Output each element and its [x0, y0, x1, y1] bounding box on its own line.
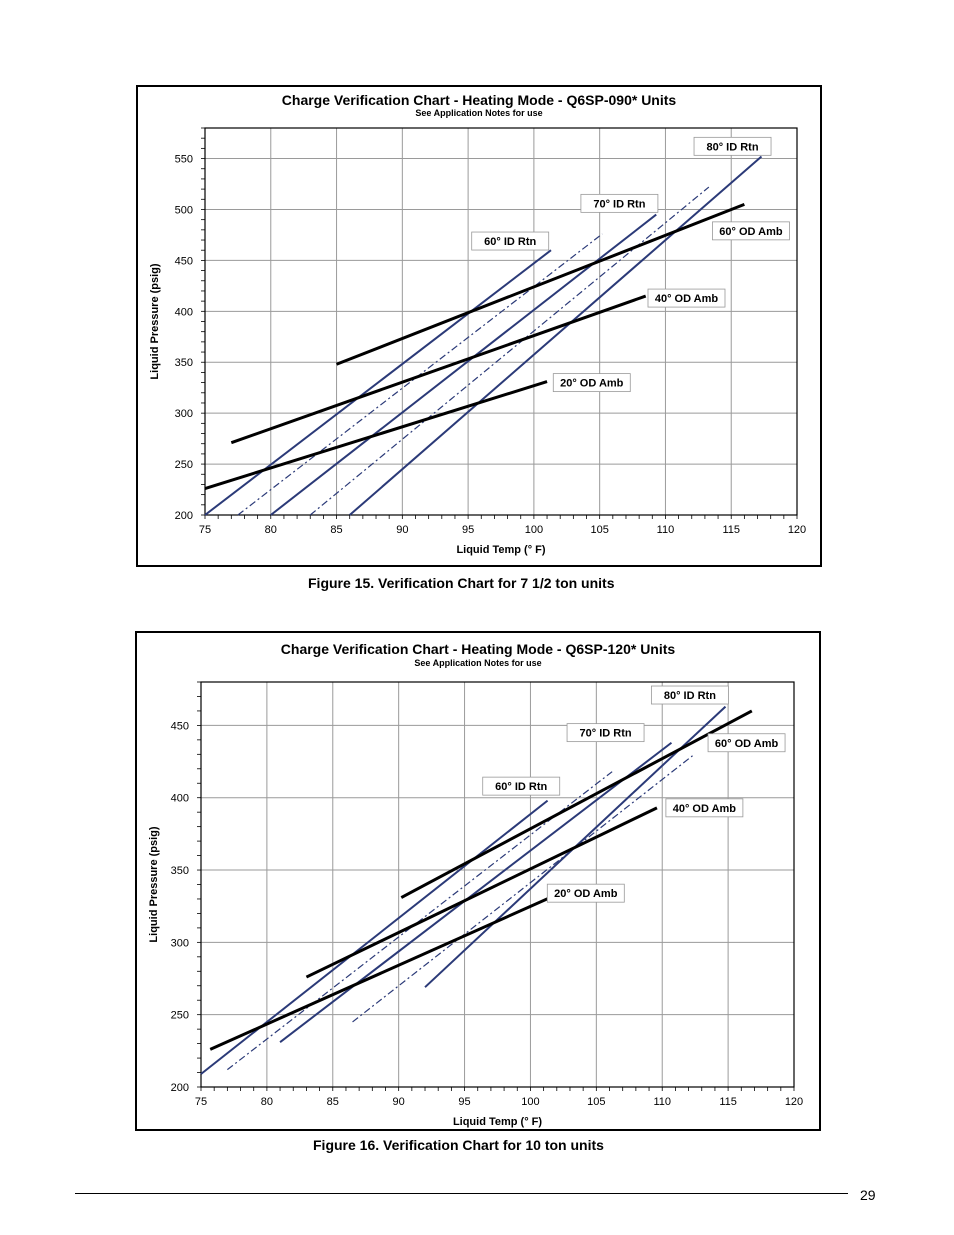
label-box-80-id-rtn	[650, 685, 729, 705]
y-tick-label: 200	[175, 510, 193, 522]
y-tick-label: 400	[171, 793, 189, 805]
y-tick-label: 200	[171, 1082, 189, 1094]
series-label-40-od-amb: 40° OD Amb	[673, 803, 737, 815]
y-tick-label: 250	[175, 459, 193, 471]
series-line-60-od-amb	[400, 709, 753, 899]
series-line-80-id-rtn	[349, 155, 763, 516]
x-tick-label: 85	[330, 524, 342, 536]
x-tick-label: 90	[393, 1096, 405, 1108]
y-tick-label: 450	[171, 720, 189, 732]
series-line-70-id-rtn	[279, 741, 673, 1043]
chart-subtitle: See Application Notes for use	[414, 658, 542, 668]
series-label-60-id-rtn: 60° ID Rtn	[495, 781, 547, 793]
x-axis-label: Liquid Temp (° F)	[453, 1116, 542, 1128]
series-line-20-od-amb	[209, 893, 558, 1051]
plot-area-border	[204, 127, 798, 516]
label-box-60-od-amb	[707, 733, 786, 753]
label-box-20-od-amb	[546, 883, 625, 903]
x-axis-label: Liquid Temp (° F)	[456, 544, 545, 556]
y-tick-label: 300	[175, 408, 193, 420]
series-line-60-od-amb	[336, 202, 745, 366]
series-label-70-id-rtn: 70° ID Rtn	[580, 728, 632, 740]
x-tick-label: 80	[261, 1096, 273, 1108]
x-tick-label: 115	[722, 524, 740, 536]
series-label-70-id-rtn: 70° ID Rtn	[593, 198, 645, 210]
label-box-60-id-rtn	[471, 231, 550, 251]
x-tick-label: 85	[327, 1096, 339, 1108]
y-tick-label: 350	[175, 357, 193, 369]
y-tick-label: 300	[171, 937, 189, 949]
x-tick-label: 75	[199, 524, 211, 536]
label-box-80-id-rtn	[693, 136, 772, 156]
y-tick-label: 350	[171, 865, 189, 877]
series-label-80-id-rtn: 80° ID Rtn	[664, 690, 716, 702]
chart-plot-figure-15: 75 80 85 90 95 100 105 110 115 120 200 250 300 350 400…	[149, 127, 806, 556]
x-tick-label: 95	[462, 524, 474, 536]
y-axis-label: Liquid Pressure (psig)	[148, 826, 160, 942]
series-line-20-od-amb	[204, 380, 548, 490]
y-tick-label: 250	[171, 1010, 189, 1022]
x-tick-label: 105	[587, 1096, 605, 1108]
series-label-60-od-amb: 60° OD Amb	[719, 226, 783, 238]
series-line-40-od-amb	[305, 806, 658, 979]
series-label-20-od-amb: 20° OD Amb	[554, 888, 618, 900]
footer-rule	[75, 1193, 848, 1194]
series-label-40-od-amb: 40° OD Amb	[655, 293, 719, 305]
x-tick-label: 80	[265, 524, 277, 536]
series-label-60-id-rtn: 60° ID Rtn	[484, 236, 536, 248]
series-line-70-id-rtn	[270, 213, 657, 516]
label-box-70-id-rtn	[566, 723, 645, 743]
figure-caption: Figure 15. Verification Chart for 7 1/2 …	[308, 575, 615, 591]
plot-area-border	[200, 681, 795, 1088]
chart-subtitle: See Application Notes for use	[415, 108, 543, 118]
label-box-60-id-rtn	[482, 776, 561, 796]
series-label-20-od-amb: 20° OD Amb	[560, 378, 624, 390]
x-tick-label: 100	[521, 1096, 539, 1108]
figure-caption: Figure 16. Verification Chart for 10 ton…	[313, 1137, 604, 1153]
chart-plot-figure-16: 75 80 85 90 95 100 105 110 115 120 200 250 300 350 400…	[148, 681, 803, 1128]
y-tick-label: 550	[175, 154, 193, 166]
x-tick-label: 90	[396, 524, 408, 536]
series-line-40-od-amb	[230, 294, 647, 445]
x-tick-label: 120	[788, 524, 806, 536]
label-box-40-od-amb	[647, 288, 726, 308]
series-line-60-id-rtn	[200, 799, 549, 1075]
x-tick-label: 105	[590, 524, 608, 536]
x-tick-label: 120	[785, 1096, 803, 1108]
label-box-70-id-rtn	[580, 193, 659, 213]
y-tick-label: 400	[175, 306, 193, 318]
label-box-40-od-amb	[665, 798, 744, 818]
x-tick-label: 100	[525, 524, 543, 536]
label-box-20-od-amb	[552, 373, 631, 393]
y-axis-label: Liquid Pressure (psig)	[149, 263, 161, 379]
chart-frame-figure-15: Charge Verification Chart - Heating Mode…	[136, 85, 822, 567]
series-label-60-od-amb: 60° OD Amb	[715, 738, 779, 750]
x-tick-label: 115	[719, 1096, 737, 1108]
page-number: 29	[860, 1187, 876, 1203]
y-tick-label: 450	[175, 255, 193, 267]
series-line-intermediate-3	[226, 771, 613, 1071]
chart-frame-figure-16: Charge Verification Chart - Heating Mode…	[135, 631, 821, 1131]
chart-title: Charge Verification Chart - Heating Mode…	[280, 641, 676, 657]
y-tick-label: 500	[175, 204, 193, 216]
x-tick-label: 110	[653, 1096, 671, 1108]
x-tick-label: 75	[195, 1096, 207, 1108]
chart-title: Charge Verification Chart - Heating Mode…	[281, 92, 677, 108]
series-line-intermediate-4	[352, 755, 693, 1023]
series-line-60-id-rtn	[204, 249, 552, 516]
x-tick-label: 110	[657, 524, 675, 536]
series-label-80-id-rtn: 80° ID Rtn	[706, 141, 758, 153]
label-box-60-od-amb	[712, 221, 790, 241]
series-line-intermediate-4	[309, 186, 710, 516]
x-tick-label: 95	[458, 1096, 470, 1108]
